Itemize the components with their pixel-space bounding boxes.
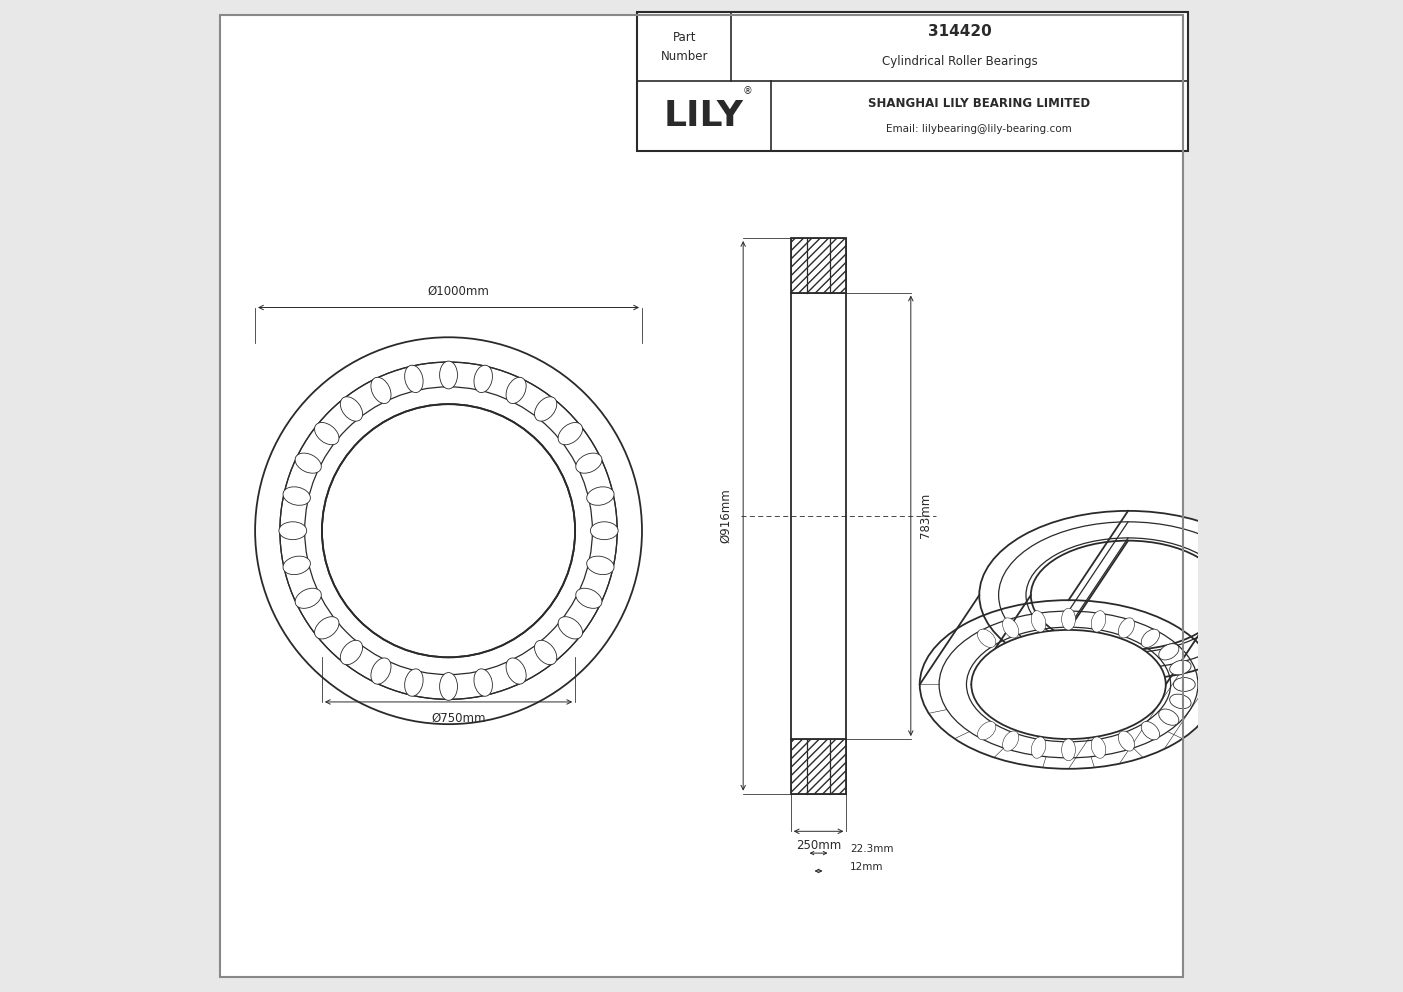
- Ellipse shape: [506, 658, 526, 684]
- Text: Ø750mm: Ø750mm: [431, 712, 485, 725]
- Ellipse shape: [283, 557, 310, 574]
- Ellipse shape: [474, 365, 492, 393]
- Ellipse shape: [341, 640, 362, 665]
- Ellipse shape: [920, 600, 1218, 769]
- Ellipse shape: [1092, 737, 1106, 758]
- Ellipse shape: [474, 669, 492, 696]
- Text: 314420: 314420: [927, 24, 992, 40]
- Ellipse shape: [314, 423, 340, 444]
- Bar: [791, 238, 846, 293]
- Ellipse shape: [439, 673, 457, 700]
- Ellipse shape: [283, 487, 310, 505]
- Ellipse shape: [1141, 721, 1159, 740]
- Ellipse shape: [1003, 731, 1019, 751]
- Ellipse shape: [1031, 611, 1045, 632]
- Text: ®: ®: [742, 86, 752, 96]
- Ellipse shape: [586, 557, 615, 574]
- Ellipse shape: [341, 397, 362, 422]
- Ellipse shape: [1170, 661, 1191, 675]
- Circle shape: [255, 337, 643, 724]
- Ellipse shape: [1003, 618, 1019, 638]
- Text: 783mm: 783mm: [919, 493, 932, 539]
- Bar: [791, 238, 846, 293]
- Ellipse shape: [920, 600, 1218, 769]
- Ellipse shape: [439, 361, 457, 389]
- Circle shape: [321, 404, 575, 658]
- Text: SHANGHAI LILY BEARING LIMITED: SHANGHAI LILY BEARING LIMITED: [868, 96, 1090, 110]
- Ellipse shape: [558, 617, 582, 639]
- Ellipse shape: [1062, 608, 1076, 630]
- Text: Ø1000mm: Ø1000mm: [428, 285, 490, 298]
- Ellipse shape: [370, 377, 391, 404]
- Ellipse shape: [971, 630, 1166, 739]
- Bar: [637, 12, 1187, 151]
- Text: Part
Number: Part Number: [661, 31, 709, 62]
- Ellipse shape: [978, 721, 996, 740]
- Ellipse shape: [295, 588, 321, 608]
- Ellipse shape: [575, 453, 602, 473]
- Ellipse shape: [1173, 678, 1195, 691]
- Ellipse shape: [295, 453, 321, 473]
- Ellipse shape: [1092, 611, 1106, 632]
- Ellipse shape: [591, 522, 619, 540]
- Ellipse shape: [979, 511, 1277, 680]
- Ellipse shape: [1170, 694, 1191, 708]
- Ellipse shape: [575, 588, 602, 608]
- Ellipse shape: [1031, 737, 1045, 758]
- Circle shape: [281, 362, 617, 699]
- Ellipse shape: [1118, 618, 1135, 638]
- Ellipse shape: [279, 522, 307, 540]
- Ellipse shape: [404, 669, 424, 696]
- Bar: [791, 739, 846, 794]
- Text: Ø916mm: Ø916mm: [718, 488, 732, 544]
- Ellipse shape: [370, 658, 391, 684]
- Ellipse shape: [1118, 731, 1135, 751]
- Ellipse shape: [1141, 629, 1159, 648]
- Text: LILY: LILY: [664, 99, 744, 133]
- Ellipse shape: [535, 640, 557, 665]
- Ellipse shape: [314, 617, 340, 639]
- Bar: [637, 12, 1187, 151]
- Ellipse shape: [978, 629, 996, 648]
- Text: 250mm: 250mm: [796, 839, 842, 852]
- Ellipse shape: [1062, 739, 1076, 761]
- Ellipse shape: [1159, 644, 1179, 660]
- Ellipse shape: [586, 487, 615, 505]
- Bar: [791, 739, 846, 794]
- Text: Email: lilybearing@lily-bearing.com: Email: lilybearing@lily-bearing.com: [887, 124, 1072, 134]
- Text: Cylindrical Roller Bearings: Cylindrical Roller Bearings: [881, 55, 1037, 68]
- Ellipse shape: [506, 377, 526, 404]
- Bar: [791, 238, 846, 794]
- Ellipse shape: [971, 630, 1166, 739]
- Bar: [791, 238, 846, 794]
- Ellipse shape: [1159, 709, 1179, 725]
- Text: 22.3mm: 22.3mm: [850, 844, 894, 854]
- Ellipse shape: [404, 365, 424, 393]
- Ellipse shape: [535, 397, 557, 422]
- Text: 12mm: 12mm: [850, 862, 884, 872]
- Ellipse shape: [558, 423, 582, 444]
